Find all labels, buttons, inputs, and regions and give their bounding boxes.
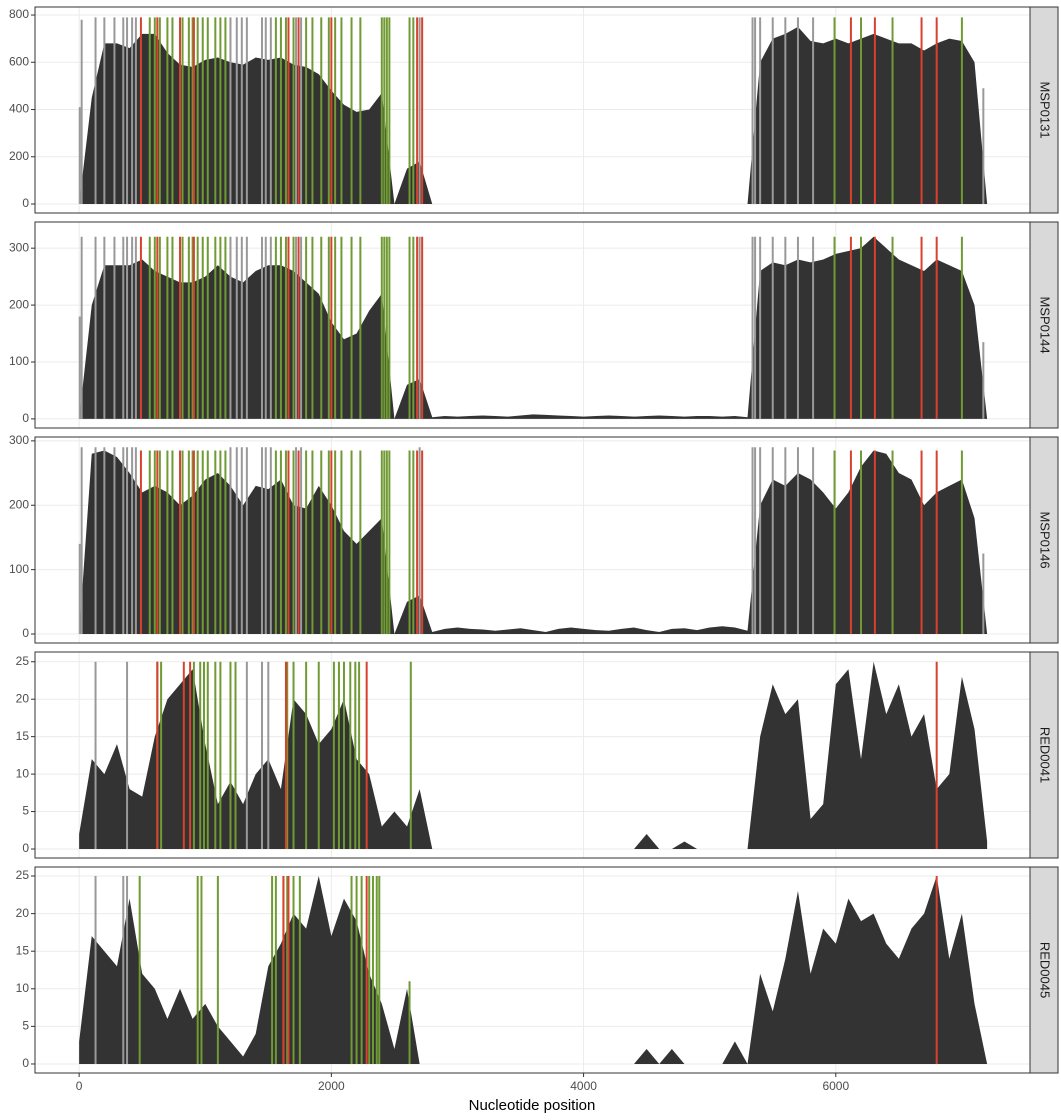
y-tick-label: 10 bbox=[16, 766, 30, 780]
y-tick-label: 200 bbox=[9, 497, 29, 511]
y-tick-label: 25 bbox=[16, 868, 30, 882]
strip bbox=[1029, 651, 1059, 859]
y-tick-label: 0 bbox=[22, 411, 29, 425]
strip-label: MSP0131 bbox=[1038, 81, 1053, 138]
x-tick-label: 2000 bbox=[318, 1079, 345, 1093]
strip-label: MSP0144 bbox=[1038, 296, 1053, 353]
y-tick-label: 20 bbox=[16, 906, 30, 920]
y-tick-label: 100 bbox=[9, 562, 29, 576]
x-axis-label: Nucleotide position bbox=[469, 1097, 596, 1114]
y-tick-label: 400 bbox=[9, 102, 29, 116]
strip bbox=[1029, 221, 1059, 429]
strip-label: MSP0146 bbox=[1038, 511, 1053, 568]
strip bbox=[1029, 436, 1059, 644]
y-tick-label: 0 bbox=[22, 626, 29, 640]
y-tick-label: 15 bbox=[16, 729, 30, 743]
panel: 0 100 200 300 MSP0144 bbox=[9, 221, 1059, 429]
y-tick-label: 10 bbox=[16, 981, 30, 995]
x-tick-label: 6000 bbox=[822, 1079, 849, 1093]
y-tick-label: 0 bbox=[22, 841, 29, 855]
panel: 0 5 10 15 20 25 RED0045 0 2000 4000 6000 bbox=[16, 866, 1059, 1093]
panel: 0 100 200 300 MSP0146 bbox=[9, 433, 1059, 644]
y-tick-label: 300 bbox=[9, 433, 29, 447]
panel: 0 5 10 15 20 25 RED0041 bbox=[16, 651, 1059, 859]
y-tick-label: 0 bbox=[22, 1056, 29, 1070]
y-tick-label: 20 bbox=[16, 691, 30, 705]
x-tick-label: 4000 bbox=[570, 1079, 597, 1093]
strip-label: RED0045 bbox=[1038, 942, 1053, 998]
y-tick-label: 5 bbox=[22, 804, 29, 818]
y-tick-label: 200 bbox=[9, 149, 29, 163]
y-tick-label: 5 bbox=[22, 1019, 29, 1033]
y-tick-label: 15 bbox=[16, 943, 30, 957]
y-tick-label: 800 bbox=[9, 7, 29, 21]
y-tick-label: 200 bbox=[9, 297, 29, 311]
y-tick-label: 300 bbox=[9, 240, 29, 254]
strip bbox=[1029, 866, 1059, 1074]
y-tick-label: 600 bbox=[9, 54, 29, 68]
strip bbox=[1029, 6, 1059, 214]
x-tick-label: 0 bbox=[76, 1079, 83, 1093]
panel: 0 200 400 600 800 MSP0131 bbox=[9, 6, 1059, 214]
y-tick-label: 0 bbox=[22, 196, 29, 210]
strip-label: RED0041 bbox=[1038, 727, 1053, 783]
y-tick-label: 25 bbox=[16, 654, 30, 668]
coverage-area bbox=[79, 876, 988, 1064]
y-tick-label: 100 bbox=[9, 354, 29, 368]
